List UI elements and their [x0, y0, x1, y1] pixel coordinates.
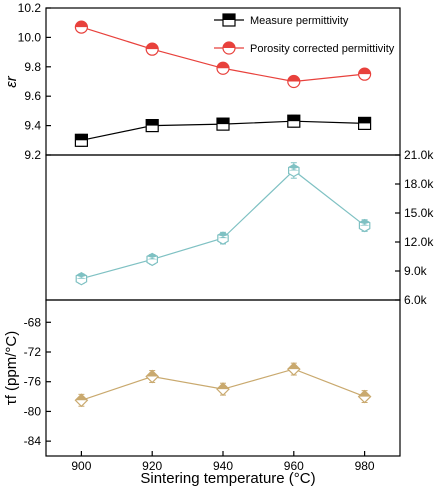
panel1-y-axis-title: εr — [3, 75, 20, 88]
panel1-ytick-label: 9.2 — [24, 148, 41, 162]
panel3-ytick-label: -72 — [24, 345, 42, 359]
data-point-square-fill — [287, 115, 300, 122]
legend-marker-fill — [223, 14, 235, 20]
panel2-series-line — [81, 169, 365, 280]
data-point-square-fill — [146, 119, 159, 126]
data-point-hexagon-fill — [76, 272, 87, 279]
x-tick-label: 980 — [355, 459, 375, 473]
panel2-ytick-label: 18.0k — [404, 177, 434, 191]
panel2-frame — [45, 154, 401, 301]
panel1-ytick-label: 9.6 — [24, 89, 41, 103]
data-point-circle-fill — [287, 75, 300, 82]
legend-label: Measure permittivity — [250, 15, 349, 27]
panel1-ytick-label: 10.2 — [18, 1, 42, 15]
panel3-ytick-label: -76 — [24, 375, 42, 389]
panel3-y-axis-title: τf (ppm/°C) — [3, 331, 20, 405]
data-point-diamond-fill — [217, 383, 229, 390]
panel2-ytick-label: 6.0k — [404, 293, 428, 307]
panel2-ytick-label: 15.0k — [404, 206, 434, 220]
x-tick-label: 960 — [284, 459, 304, 473]
data-point-diamond-fill — [146, 370, 159, 377]
chart-panels: 9.2 9.4 9.6 9.8 10.0 10.2 6.0k 9.0k 12.0k 15.0k 18… — [18, 1, 434, 457]
panel1-ytick-label: 9.8 — [24, 60, 41, 74]
panel3-frame — [45, 299, 401, 457]
data-point-hexagon-fill — [288, 164, 299, 171]
x-tick-label: 920 — [142, 459, 162, 473]
data-point-square-fill — [217, 118, 229, 125]
panel1-ytick-label: 9.4 — [24, 119, 41, 133]
x-tick-label: 900 — [71, 459, 91, 473]
legend: Measure permittivity Porosity corrected p… — [214, 13, 395, 55]
data-point-hexagon-fill — [147, 253, 158, 260]
x-axis: 900 920 940 960 980 — [71, 451, 375, 473]
panel1-ytick-label: 10.0 — [18, 30, 42, 44]
panel2-ytick-label: 12.0k — [404, 235, 434, 249]
data-point-diamond-fill — [75, 394, 88, 401]
data-point-circle-fill — [358, 68, 371, 75]
panel2-ytick-label: 9.0k — [404, 264, 428, 278]
data-point-diamond-fill — [287, 363, 300, 370]
data-point-hexagon-fill — [359, 219, 370, 226]
panel3-ytick-label: -84 — [24, 434, 42, 448]
data-point-hexagon-fill — [217, 232, 229, 239]
x-axis-title: Sintering temperature (°C) — [140, 470, 315, 487]
panel2-ytick-label: 21.0k — [404, 148, 434, 162]
legend-marker-fill — [223, 42, 235, 48]
data-point-circle-fill — [75, 21, 88, 28]
data-point-circle-fill — [146, 43, 159, 50]
panel3-ytick-label: -80 — [24, 404, 42, 418]
data-point-square-fill — [358, 117, 371, 124]
data-point-diamond-fill — [358, 390, 371, 397]
x-tick-label: 940 — [213, 459, 233, 473]
data-point-circle-fill — [217, 62, 229, 69]
legend-label: Porosity corrected permittivity — [250, 43, 395, 55]
panel3-ytick-label: -68 — [24, 315, 42, 329]
data-point-square-fill — [75, 134, 88, 141]
panel1-frame — [45, 7, 401, 156]
